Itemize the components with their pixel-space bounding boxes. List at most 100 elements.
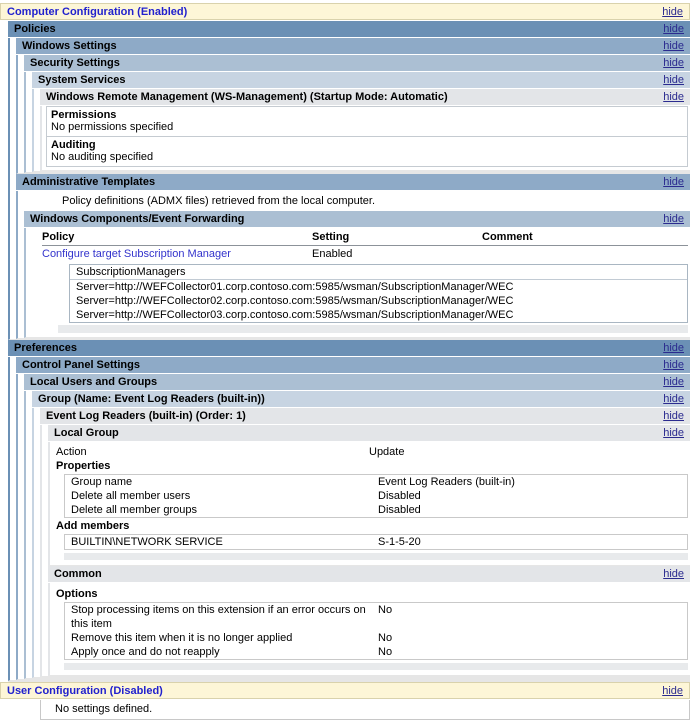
comment-column-header: Comment bbox=[482, 231, 533, 243]
section-bar-windows-settings[interactable]: Windows Settings hide bbox=[16, 38, 690, 54]
section-bar-security-settings[interactable]: Security Settings hide bbox=[24, 55, 690, 71]
permissions-row: Permissions No permissions specified bbox=[47, 107, 687, 137]
properties-box: Group name Event Log Readers (built-in) … bbox=[64, 474, 688, 518]
subscription-managers-box: SubscriptionManagers Server=http://WEFCo… bbox=[69, 264, 688, 323]
option-label: Apply once and do not reapply bbox=[71, 646, 220, 658]
section-bar-common[interactable]: Common hide bbox=[48, 566, 690, 582]
hide-link[interactable]: hide bbox=[663, 91, 684, 103]
hide-link[interactable]: hide bbox=[663, 376, 684, 388]
action-label: Action bbox=[56, 446, 87, 458]
computer-configuration-content: Policies hide Windows Settings hide Secu… bbox=[8, 21, 690, 682]
hide-link[interactable]: hide bbox=[662, 5, 683, 18]
property-row: Delete all member groups Disabled bbox=[65, 503, 687, 517]
section-bar-group[interactable]: Group (Name: Event Log Readers (built-in… bbox=[32, 391, 690, 407]
user-configuration-content: No settings defined. bbox=[40, 700, 690, 720]
system-services-content: Windows Remote Management (WS-Management… bbox=[32, 89, 690, 172]
subscription-managers-title: SubscriptionManagers bbox=[70, 265, 687, 280]
local-users-and-groups-content: Group (Name: Event Log Readers (built-in… bbox=[24, 391, 690, 679]
property-value: Disabled bbox=[378, 504, 421, 516]
section-bar-policies[interactable]: Policies hide bbox=[8, 21, 690, 37]
winrm-service-content: Permissions No permissions specified Aud… bbox=[40, 106, 690, 171]
section-title: Windows Settings bbox=[22, 40, 117, 52]
options-box: Stop processing items on this extension … bbox=[64, 602, 688, 660]
property-row: Group name Event Log Readers (built-in) bbox=[65, 475, 687, 489]
hide-link[interactable]: hide bbox=[663, 40, 684, 52]
hide-link[interactable]: hide bbox=[663, 176, 684, 188]
event-forwarding-content: Policy Setting Comment Configure target … bbox=[24, 228, 690, 338]
option-value: No bbox=[378, 632, 393, 644]
section-title: Control Panel Settings bbox=[22, 359, 140, 371]
section-title: Windows Remote Management (WS-Management… bbox=[46, 91, 448, 103]
common-content: Options Stop processing items on this ex… bbox=[48, 583, 690, 676]
section-title: Policies bbox=[14, 23, 56, 35]
section-bar-local-users-and-groups[interactable]: Local Users and Groups hide bbox=[24, 374, 690, 390]
option-row: Stop processing items on this extension … bbox=[65, 603, 687, 631]
option-label: Stop processing items on this extension … bbox=[71, 604, 366, 630]
policy-column-header: Policy bbox=[42, 231, 75, 243]
section-bar-system-services[interactable]: System Services hide bbox=[32, 72, 690, 88]
member-sid: S-1-5-20 bbox=[378, 536, 421, 548]
property-label: Delete all member groups bbox=[71, 504, 197, 516]
option-value: No bbox=[378, 604, 393, 616]
admx-definition-text: Policy definitions (ADMX files) retrieve… bbox=[62, 195, 376, 207]
section-bar-winrm-service[interactable]: Windows Remote Management (WS-Management… bbox=[40, 89, 690, 105]
hide-link[interactable]: hide bbox=[663, 568, 684, 580]
hide-link[interactable]: hide bbox=[663, 23, 684, 35]
hide-link[interactable]: hide bbox=[663, 359, 684, 371]
section-bar-administrative-templates[interactable]: Administrative Templates hide bbox=[16, 174, 690, 190]
section-bar-event-forwarding[interactable]: Windows Components/Event Forwarding hide bbox=[24, 211, 690, 227]
add-members-box: BUILTIN\NETWORK SERVICE S-1-5-20 bbox=[64, 534, 688, 550]
options-label: Options bbox=[56, 588, 98, 600]
hide-link[interactable]: hide bbox=[663, 57, 684, 69]
section-title: Event Log Readers (built-in) (Order: 1) bbox=[46, 410, 246, 422]
hide-link[interactable]: hide bbox=[662, 684, 683, 697]
group-content: Event Log Readers (built-in) (Order: 1) … bbox=[32, 408, 690, 678]
section-bar-local-group[interactable]: Local Group hide bbox=[48, 425, 690, 441]
setting-column-header: Setting bbox=[312, 231, 350, 243]
policy-table-header: Policy Setting Comment bbox=[42, 231, 688, 246]
section-bar-control-panel-settings[interactable]: Control Panel Settings hide bbox=[16, 357, 690, 373]
policy-table-row: Configure target Subscription Manager En… bbox=[42, 246, 688, 261]
action-value: Update bbox=[369, 446, 405, 458]
auditing-row: Auditing No auditing specified bbox=[47, 137, 687, 166]
service-settings-table: Permissions No permissions specified Aud… bbox=[46, 106, 688, 167]
preferences-content: Control Panel Settings hide Local Users … bbox=[8, 357, 690, 681]
section-title: Local Users and Groups bbox=[30, 376, 158, 388]
hide-link[interactable]: hide bbox=[663, 213, 684, 225]
option-value: No bbox=[378, 646, 393, 658]
add-members-label: Add members bbox=[56, 520, 130, 532]
subscription-manager-url: Server=http://WEFCollector03.corp.contos… bbox=[76, 309, 514, 321]
hide-link[interactable]: hide bbox=[663, 427, 684, 439]
policy-link-configure-target-subscription-manager[interactable]: Configure target Subscription Manager bbox=[42, 248, 231, 260]
section-bar-user-configuration[interactable]: User Configuration (Disabled) hide bbox=[0, 682, 690, 699]
event-log-readers-content: Local Group hide Action Update Propertie… bbox=[40, 425, 690, 677]
auditing-value: No auditing specified bbox=[51, 151, 154, 163]
detail-footer-band bbox=[64, 553, 688, 560]
member-name: BUILTIN\NETWORK SERVICE bbox=[71, 536, 223, 548]
auditing-label: Auditing bbox=[51, 139, 96, 151]
policy-setting-value: Enabled bbox=[312, 248, 353, 260]
permissions-label: Permissions bbox=[51, 109, 117, 121]
property-value: Event Log Readers (built-in) bbox=[378, 476, 515, 488]
section-title: Preferences bbox=[14, 342, 77, 354]
hide-link[interactable]: hide bbox=[663, 74, 684, 86]
section-title: Administrative Templates bbox=[22, 176, 156, 188]
local-group-content: Action Update Properties Group name Even… bbox=[48, 442, 690, 566]
hide-link[interactable]: hide bbox=[663, 393, 684, 405]
control-panel-settings-content: Local Users and Groups hide Group (Name:… bbox=[16, 374, 690, 680]
section-bar-event-log-readers-item[interactable]: Event Log Readers (built-in) (Order: 1) … bbox=[40, 408, 690, 424]
hide-link[interactable]: hide bbox=[663, 342, 684, 354]
section-title: Computer Configuration (Enabled) bbox=[7, 5, 188, 18]
section-title: Windows Components/Event Forwarding bbox=[30, 213, 245, 225]
hide-link[interactable]: hide bbox=[663, 410, 684, 422]
property-label: Group name bbox=[71, 476, 133, 488]
policy-comment-value bbox=[482, 248, 688, 261]
section-title: Group (Name: Event Log Readers (built-in… bbox=[38, 393, 265, 405]
action-row: Action Update bbox=[56, 446, 690, 459]
section-title: Security Settings bbox=[30, 57, 120, 69]
permissions-value: No permissions specified bbox=[51, 121, 174, 133]
section-bar-computer-configuration[interactable]: Computer Configuration (Enabled) hide bbox=[0, 3, 690, 20]
option-label: Remove this item when it is no longer ap… bbox=[71, 632, 293, 644]
section-bar-preferences[interactable]: Preferences hide bbox=[8, 340, 690, 356]
